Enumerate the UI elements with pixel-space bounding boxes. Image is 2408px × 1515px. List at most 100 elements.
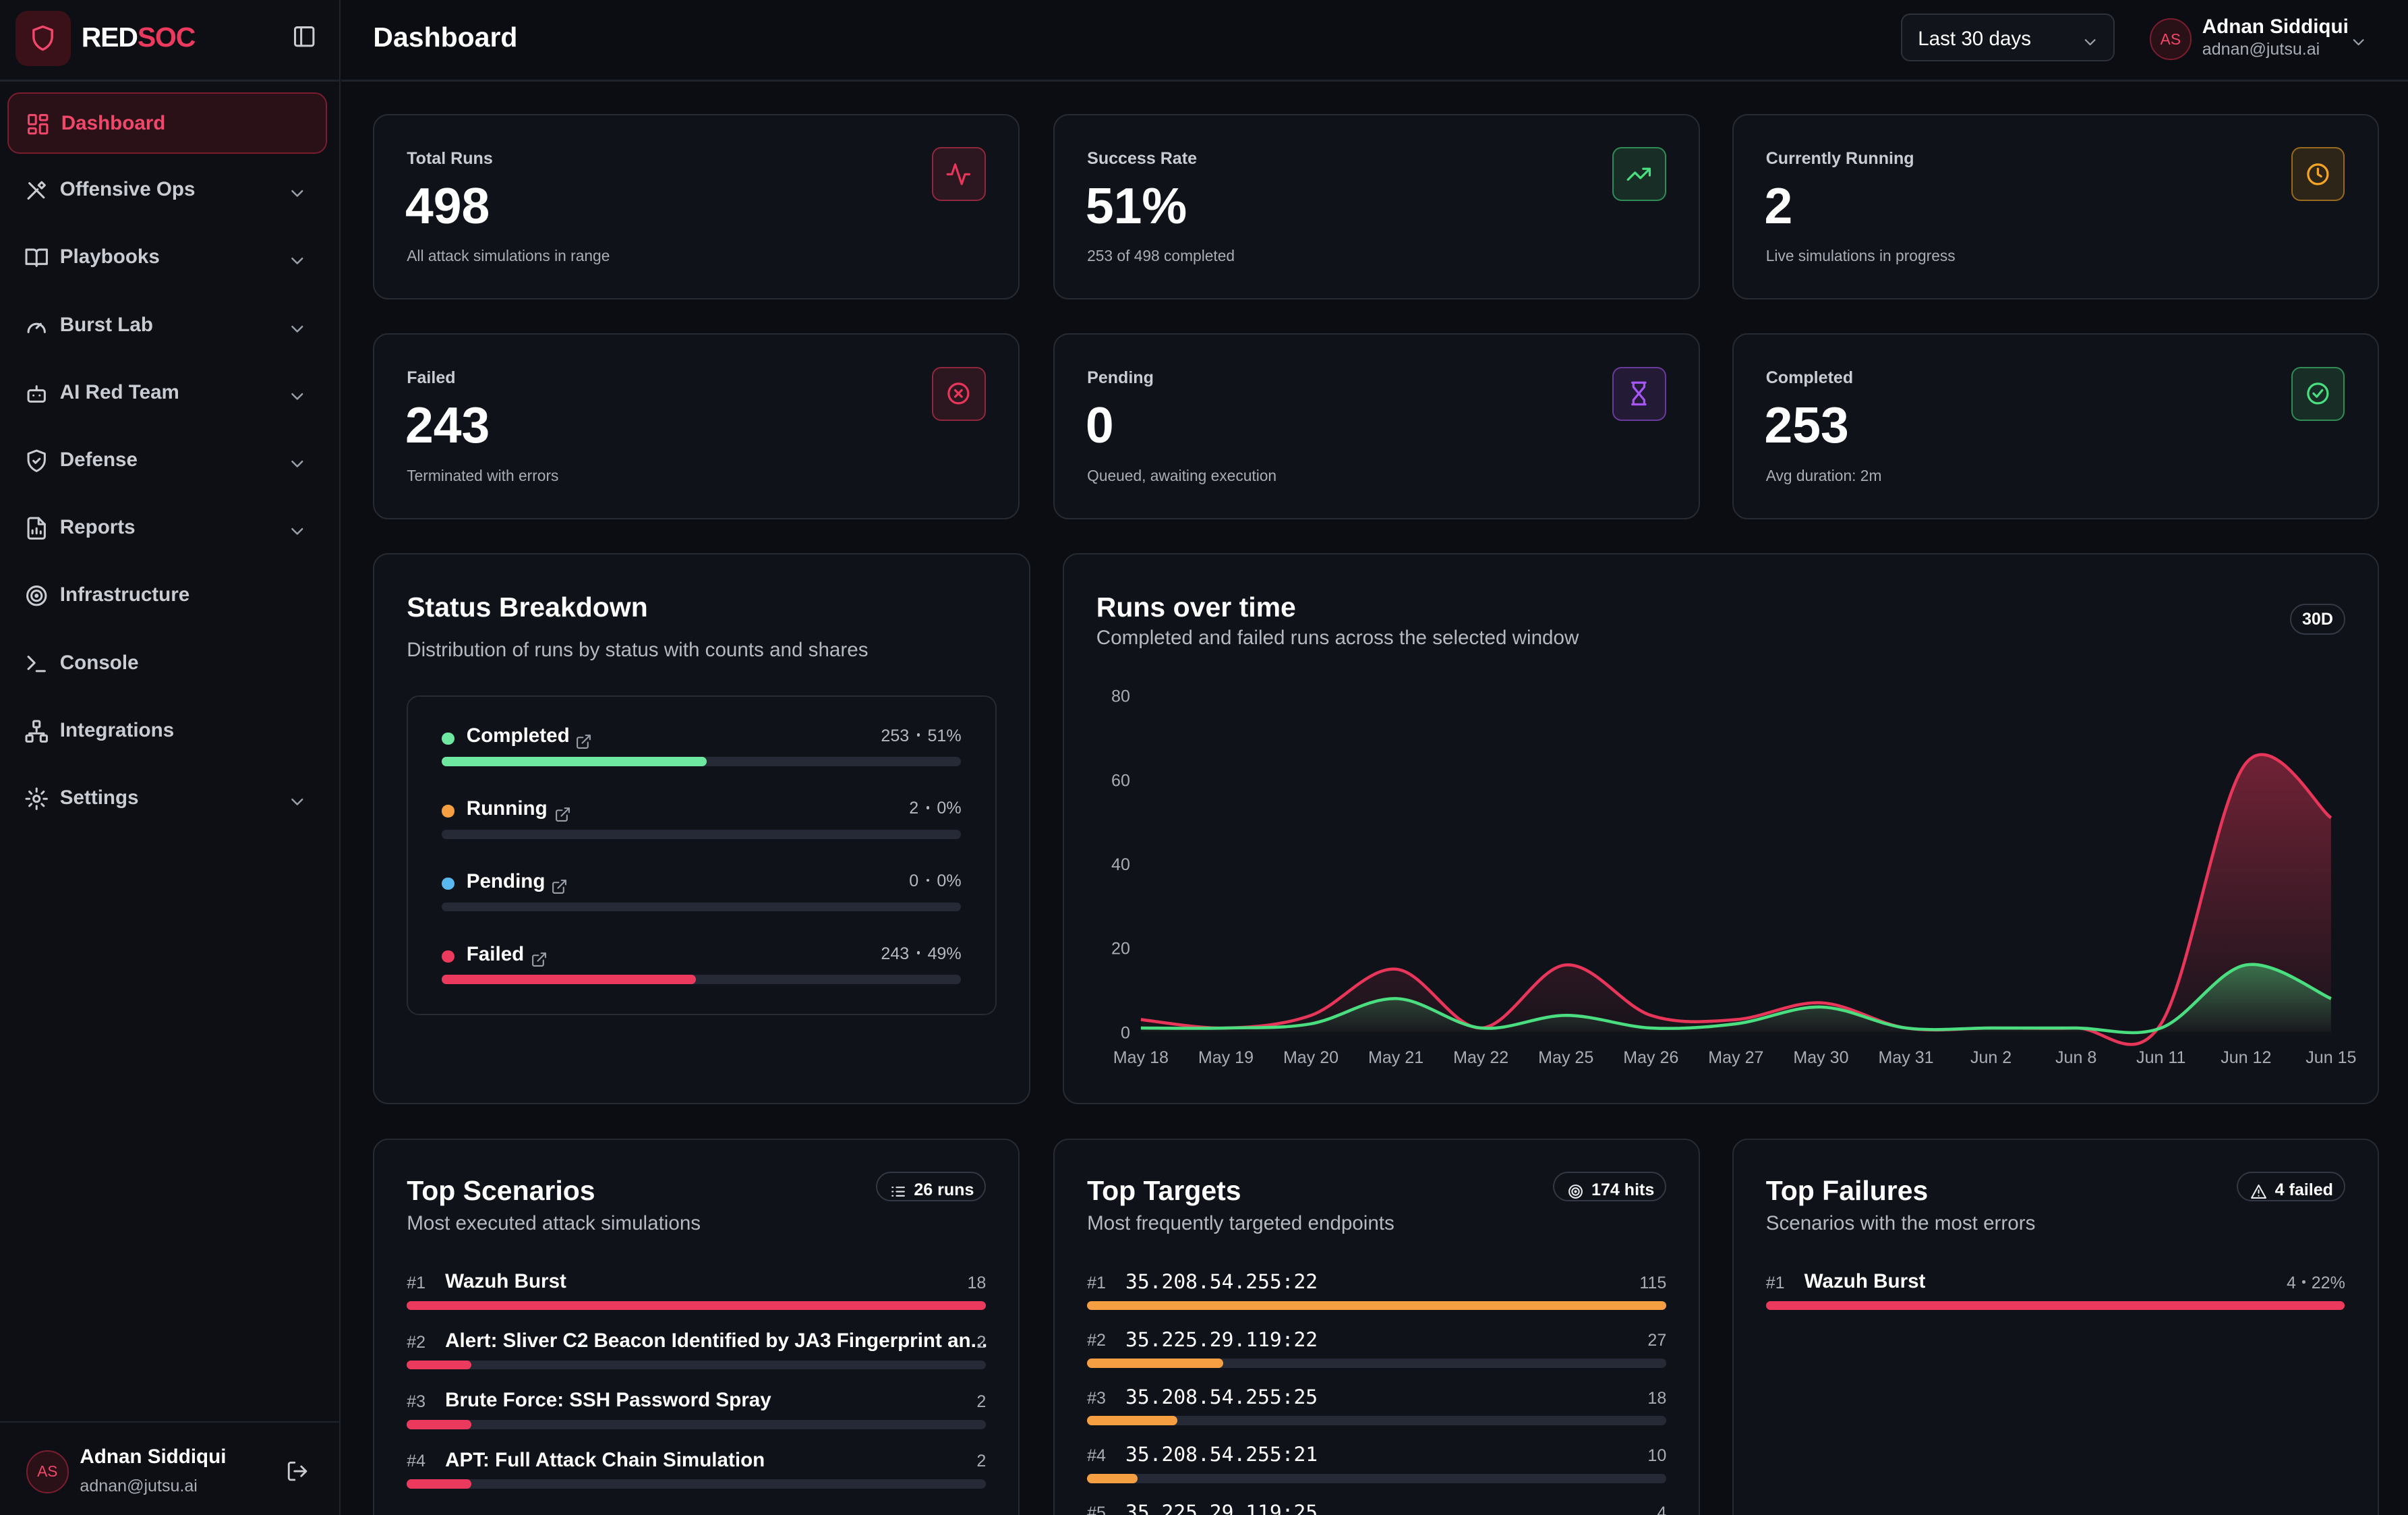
bar-track bbox=[1087, 1473, 1666, 1483]
icon-part bbox=[2251, 1184, 2267, 1199]
stat-icon bbox=[932, 367, 986, 421]
nav-item[interactable]: Settings bbox=[7, 768, 327, 830]
icon-part bbox=[291, 393, 303, 400]
count: 2 bbox=[909, 799, 919, 818]
icon-part bbox=[27, 181, 47, 200]
icon bbox=[2305, 380, 2331, 407]
nav-item[interactable]: Reports bbox=[7, 498, 327, 559]
nav-item[interactable]: Dashboard bbox=[7, 92, 328, 154]
card-title: Top Failures bbox=[1765, 1174, 1929, 1206]
nav-label: Integrations bbox=[59, 718, 175, 741]
icon-part bbox=[293, 26, 315, 47]
logout[interactable] bbox=[286, 1460, 309, 1483]
icon-part bbox=[2307, 382, 2329, 405]
rank: #1 bbox=[407, 1273, 426, 1292]
badge: 174 hits bbox=[1553, 1172, 1667, 1201]
icon-part bbox=[27, 181, 47, 200]
icon-part bbox=[291, 258, 303, 265]
icon-part bbox=[26, 585, 47, 606]
icon-part bbox=[532, 952, 547, 967]
nav-item[interactable]: Integrations bbox=[7, 701, 327, 762]
item-name: Wazuh Burst bbox=[445, 1270, 566, 1293]
bar bbox=[1087, 1300, 1666, 1311]
icon-part bbox=[532, 952, 547, 967]
stat-card: Success Rate 51% 253 of 498 completed bbox=[1053, 113, 1701, 300]
count: 4 bbox=[2287, 1273, 2296, 1292]
brand-a: RED bbox=[81, 21, 138, 53]
chevron bbox=[287, 452, 307, 472]
avatar[interactable]: AS bbox=[2150, 18, 2192, 60]
item-name: APT: Full Attack Chain Simulation bbox=[445, 1448, 765, 1471]
icon bbox=[1626, 161, 1652, 188]
x-tick-label: Jun 11 bbox=[2136, 1048, 2185, 1067]
icon-part bbox=[891, 1187, 905, 1197]
bar-track bbox=[442, 902, 962, 912]
icon-part bbox=[552, 880, 566, 894]
icon-part bbox=[1631, 381, 1647, 406]
user-name: Adnan Siddiqui bbox=[2202, 15, 2349, 38]
nav-item[interactable]: Playbooks bbox=[7, 227, 327, 289]
chevron bbox=[287, 384, 307, 404]
nav-label: Reports bbox=[59, 516, 136, 539]
item-name: 35.225.29.119:25 bbox=[1125, 1500, 1318, 1515]
card-title: Runs over time bbox=[1096, 591, 1296, 623]
user-email: adnan@jutsu.ai bbox=[80, 1476, 198, 1495]
nav-item[interactable]: Console bbox=[7, 633, 327, 694]
status-name[interactable]: Completed bbox=[466, 724, 570, 747]
nav-item[interactable]: AI Red Team bbox=[7, 362, 327, 424]
user-email: adnan@jutsu.ai bbox=[2202, 40, 2320, 59]
nav-item[interactable]: Defense bbox=[7, 430, 327, 492]
stat-icon bbox=[1612, 147, 1666, 202]
icon-part bbox=[2307, 382, 2329, 405]
icon-part bbox=[30, 590, 43, 602]
sidebar: REDSOC Dashboard Offensive Ops Playbooks Bur… bbox=[0, 0, 341, 1515]
icon-part bbox=[1631, 381, 1647, 406]
icon-part bbox=[577, 734, 591, 749]
x-tick-label: Jun 15 bbox=[2306, 1048, 2356, 1067]
external-link bbox=[531, 946, 548, 967]
card-subtitle: Most frequently targeted endpoints bbox=[1087, 1211, 1394, 1234]
avatar: AS bbox=[26, 1450, 69, 1493]
range-select[interactable]: Last 30 days bbox=[1901, 13, 2115, 62]
nav-item[interactable]: Burst Lab bbox=[7, 295, 327, 356]
icon-part bbox=[2353, 39, 2365, 46]
x-tick-label: Jun 8 bbox=[2055, 1048, 2096, 1067]
status-count: 0 0% bbox=[909, 871, 961, 891]
range-badge: 30D bbox=[2290, 603, 2345, 635]
item-name: 35.208.54.255:22 bbox=[1125, 1270, 1318, 1294]
rank: #2 bbox=[1087, 1331, 1106, 1350]
nav-item[interactable]: Offensive Ops bbox=[7, 160, 327, 221]
stat-label: Completed bbox=[1765, 368, 1854, 388]
icon-part bbox=[25, 248, 49, 268]
separator-dot bbox=[916, 951, 920, 954]
separator-dot bbox=[926, 878, 930, 882]
status-name[interactable]: Pending bbox=[466, 869, 546, 892]
nav-label: Infrastructure bbox=[59, 583, 190, 606]
x-tick-label: May 31 bbox=[1878, 1048, 1933, 1067]
nav-label: Offensive Ops bbox=[59, 178, 196, 201]
stat-card: Failed 243 Terminated with errors bbox=[373, 333, 1020, 519]
icon-part bbox=[25, 787, 49, 810]
collapse-toggle[interactable] bbox=[292, 24, 316, 49]
external-link bbox=[575, 728, 592, 749]
bar-track bbox=[407, 1300, 986, 1311]
stat-note: 253 of 498 completed bbox=[1087, 247, 1235, 265]
count: 18 bbox=[967, 1273, 987, 1292]
status-dot bbox=[442, 950, 454, 963]
item-name: 35.208.54.255:25 bbox=[1125, 1385, 1318, 1408]
line-chart: 0 20 40 60 80 May 18 May 19 May 20 May 21 May 22 M… bbox=[1111, 687, 2356, 1067]
chevron bbox=[287, 316, 307, 337]
icon-part bbox=[36, 322, 42, 329]
count: 2 bbox=[976, 1332, 987, 1352]
y-tick-label: 80 bbox=[1111, 687, 1130, 706]
chevron bbox=[287, 519, 307, 540]
stat-card: Pending 0 Queued, awaiting execution bbox=[1053, 333, 1701, 519]
status-name[interactable]: Running bbox=[466, 797, 548, 820]
bar-track bbox=[407, 1479, 986, 1489]
icon-part bbox=[555, 807, 570, 822]
status-name[interactable]: Failed bbox=[466, 942, 525, 965]
status-card: Status Breakdown Distribution of runs by … bbox=[373, 552, 1031, 1105]
icon-part bbox=[25, 787, 49, 810]
nav-item[interactable]: Infrastructure bbox=[7, 565, 327, 627]
bar bbox=[442, 757, 707, 766]
